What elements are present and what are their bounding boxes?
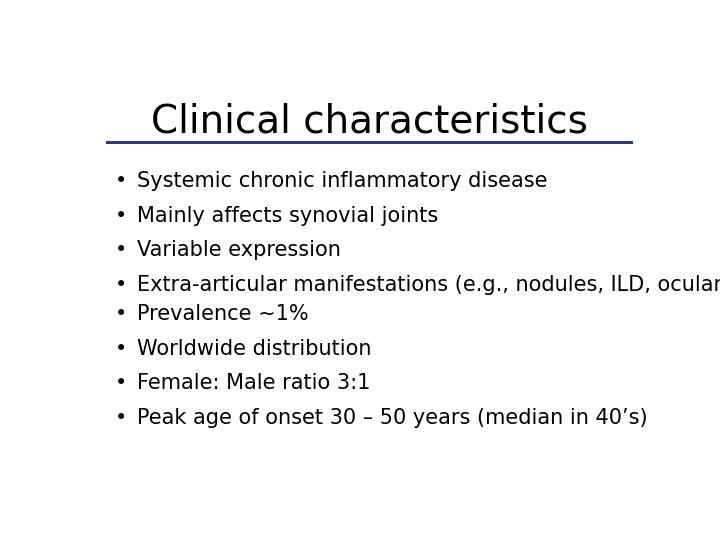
Text: Worldwide distribution: Worldwide distribution (138, 339, 372, 359)
Text: •: • (114, 275, 127, 295)
Text: Systemic chronic inflammatory disease: Systemic chronic inflammatory disease (138, 171, 548, 191)
Text: •: • (114, 373, 127, 393)
Text: Peak age of onset 30 – 50 years (median in 40’s): Peak age of onset 30 – 50 years (median … (138, 408, 648, 428)
Text: •: • (114, 171, 127, 191)
Text: Female: Male ratio 3:1: Female: Male ratio 3:1 (138, 373, 371, 393)
Text: Variable expression: Variable expression (138, 240, 341, 260)
Text: Prevalence ~1%: Prevalence ~1% (138, 304, 309, 325)
Text: •: • (114, 240, 127, 260)
Text: •: • (114, 408, 127, 428)
Text: Mainly affects synovial joints: Mainly affects synovial joints (138, 206, 438, 226)
Text: Clinical characteristics: Clinical characteristics (150, 102, 588, 140)
Text: •: • (114, 339, 127, 359)
Text: •: • (114, 304, 127, 325)
Text: •: • (114, 206, 127, 226)
Text: Extra-articular manifestations (e.g., nodules, ILD, ocular): Extra-articular manifestations (e.g., no… (138, 275, 720, 295)
